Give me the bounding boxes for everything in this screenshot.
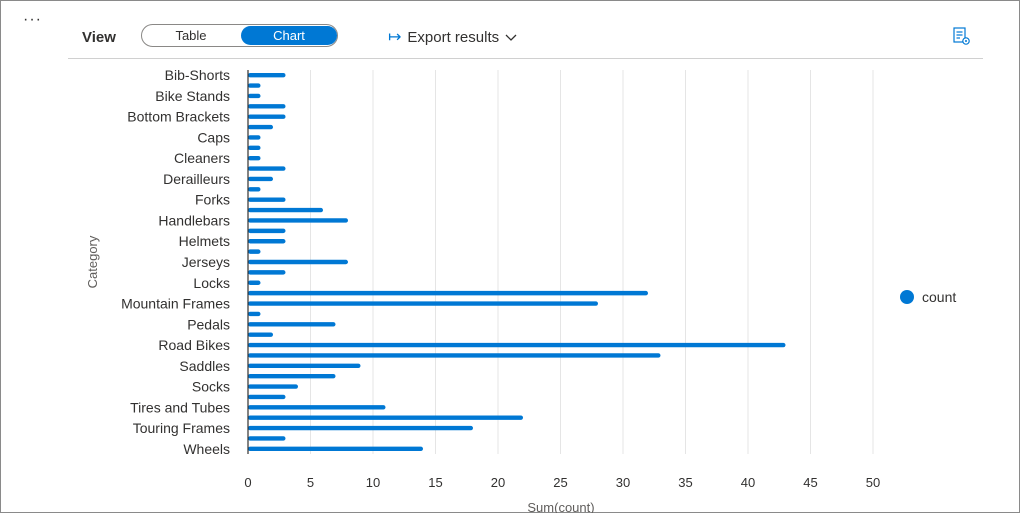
- bar[interactable]: [248, 197, 286, 202]
- x-tick-label: 5: [307, 475, 314, 490]
- bar[interactable]: [248, 218, 348, 223]
- bar[interactable]: [248, 363, 361, 368]
- bar[interactable]: [248, 384, 298, 389]
- chart-grid: [310, 70, 874, 454]
- x-tick-label: 15: [428, 475, 442, 490]
- bar[interactable]: [248, 83, 261, 88]
- y-tick-label: Touring Frames: [133, 420, 230, 436]
- y-tick-labels: Bib-Shorts Bike Stands Bottom Brackets Caps…: [121, 67, 230, 457]
- bar[interactable]: [248, 290, 648, 296]
- bar[interactable]: [248, 156, 261, 161]
- y-tick-label: Socks: [192, 379, 230, 395]
- bar[interactable]: [248, 187, 261, 192]
- y-tick-label: Forks: [195, 192, 230, 208]
- y-tick-label: Caps: [197, 129, 230, 145]
- toggle-chart-option[interactable]: Chart: [241, 26, 337, 45]
- toolbar: View Table Chart ↦ Export results: [68, 22, 983, 59]
- bar[interactable]: [248, 280, 261, 285]
- bar[interactable]: [248, 145, 261, 151]
- bar[interactable]: [248, 124, 273, 130]
- y-tick-label: Cleaners: [174, 150, 230, 166]
- bar[interactable]: [248, 270, 286, 275]
- view-label: View: [82, 29, 116, 46]
- y-tick-label: Tires and Tubes: [130, 399, 230, 415]
- x-tick-label: 25: [553, 475, 567, 490]
- bar[interactable]: [248, 239, 286, 244]
- settings-list-icon[interactable]: [952, 26, 972, 46]
- x-tick-label: 35: [678, 475, 692, 490]
- y-tick-label: Locks: [193, 275, 230, 291]
- bar[interactable]: [248, 166, 286, 171]
- x-tick-label: 40: [741, 475, 755, 490]
- bar[interactable]: [248, 104, 286, 109]
- more-options-icon[interactable]: ···: [23, 11, 42, 28]
- bar-chart: Bib-Shorts Bike Stands Bottom Brackets Caps…: [85, 67, 880, 513]
- y-tick-label: Road Bikes: [158, 337, 230, 353]
- view-toggle: Table Chart: [141, 24, 338, 47]
- bar[interactable]: [248, 446, 423, 452]
- export-results-button[interactable]: ↦ Export results: [388, 27, 517, 47]
- bar[interactable]: [248, 93, 261, 99]
- bar[interactable]: [248, 114, 286, 119]
- bar[interactable]: [248, 353, 661, 358]
- chart-bars: [248, 72, 786, 452]
- legend-marker: [900, 290, 914, 304]
- bar[interactable]: [248, 301, 598, 306]
- y-tick-label: Bike Stands: [155, 88, 230, 104]
- x-tick-label: 45: [803, 475, 817, 490]
- x-tick-labels: 0 5 10 15 20 25 30 35 40 45 50: [244, 475, 880, 490]
- bar[interactable]: [248, 332, 273, 337]
- y-tick-label: Handlebars: [158, 212, 230, 228]
- y-tick-label: Derailleurs: [163, 171, 230, 187]
- bar[interactable]: [248, 405, 386, 410]
- chevron-down-icon: [505, 29, 517, 46]
- y-tick-label: Helmets: [179, 233, 230, 249]
- bar[interactable]: [248, 415, 523, 420]
- bar[interactable]: [248, 135, 261, 140]
- y-axis-title: Category: [85, 235, 100, 288]
- y-tick-label: Saddles: [179, 358, 230, 374]
- bar[interactable]: [248, 176, 273, 182]
- legend-label: count: [922, 289, 957, 305]
- x-tick-label: 10: [366, 475, 380, 490]
- toggle-table-option[interactable]: Table: [175, 28, 207, 43]
- bar[interactable]: [248, 207, 323, 213]
- y-tick-label: Wheels: [183, 441, 230, 457]
- bar[interactable]: [248, 436, 286, 441]
- bar[interactable]: [248, 425, 473, 431]
- x-tick-label: 0: [244, 475, 251, 490]
- x-tick-label: 50: [866, 475, 880, 490]
- x-axis-title: Sum(count): [527, 500, 594, 513]
- bar[interactable]: [248, 394, 286, 400]
- bar[interactable]: [248, 322, 336, 327]
- x-tick-label: 30: [616, 475, 630, 490]
- export-results-label: Export results: [407, 29, 500, 46]
- y-tick-label: Bib-Shorts: [165, 67, 230, 83]
- y-tick-label: Mountain Frames: [121, 296, 230, 312]
- bar[interactable]: [248, 373, 336, 379]
- bar[interactable]: [248, 342, 786, 348]
- y-tick-label: Jerseys: [182, 254, 230, 270]
- export-arrow-icon: ↦: [388, 29, 402, 46]
- y-tick-label: Bottom Brackets: [127, 109, 230, 125]
- bar[interactable]: [248, 311, 261, 317]
- x-tick-label: 20: [491, 475, 505, 490]
- bar[interactable]: [248, 259, 348, 265]
- bar[interactable]: [248, 72, 286, 78]
- bar[interactable]: [248, 228, 286, 234]
- y-tick-label: Pedals: [187, 316, 230, 332]
- bar[interactable]: [248, 249, 261, 254]
